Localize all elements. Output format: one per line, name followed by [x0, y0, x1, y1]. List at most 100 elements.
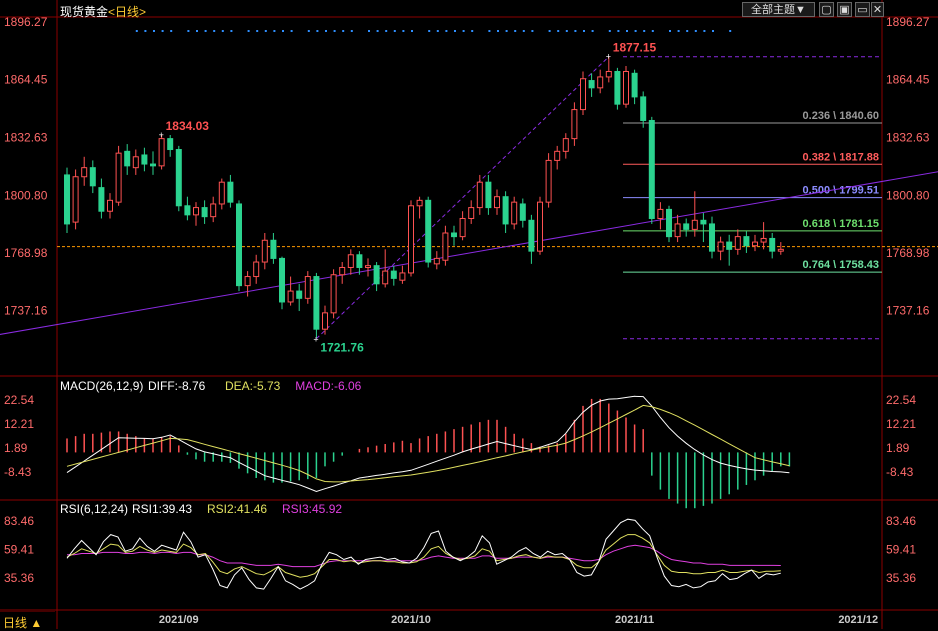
symbol-name: 现货黄金: [60, 5, 109, 19]
macd-dea-line: [66, 404, 790, 483]
period-toggle[interactable]: 日线 ▲: [3, 616, 43, 630]
signal-dot: [651, 30, 654, 32]
signal-dot: [282, 30, 284, 32]
candle-body: [227, 181, 234, 203]
candle-body: [175, 149, 182, 207]
y-tick-label-right: 1864.45: [886, 73, 930, 87]
candle-body: [115, 152, 122, 203]
candle-body: [537, 201, 543, 252]
rsi-y-tick-left: 59.41: [4, 543, 34, 557]
signal-dot: [393, 30, 396, 32]
candle-body: [425, 199, 432, 263]
signal-dot: [290, 30, 293, 32]
maximize-icon[interactable]: ▭: [855, 2, 870, 17]
rsi3-line: [67, 544, 781, 568]
candle-body: [365, 265, 371, 268]
candle-body: [597, 76, 604, 89]
macd-y-tick-right: 1.89: [886, 441, 910, 455]
y-tick-label-right: 1768.98: [886, 246, 930, 260]
fib-level-label: 0.764 \ 1758.43: [803, 259, 879, 271]
signal-dot: [333, 30, 336, 32]
candle-body: [674, 223, 681, 238]
y-tick-label-right: 1800.80: [886, 188, 930, 202]
candle-body: [683, 223, 690, 230]
price-annotation: 1721.76: [320, 341, 364, 355]
signal-dot: [557, 30, 560, 32]
signal-dot: [428, 30, 431, 32]
signal-dot: [368, 30, 370, 32]
close-icon[interactable]: ✕: [871, 2, 884, 17]
period-selector[interactable]: <日线>: [108, 5, 147, 19]
candle-body: [347, 254, 354, 268]
candle-body: [580, 78, 586, 111]
signal-dot: [643, 30, 646, 32]
extreme-marker: +: [159, 130, 164, 140]
candle-body: [485, 181, 492, 209]
signal-dot: [454, 30, 456, 32]
y-tick-label-left: 1737.16: [4, 304, 48, 318]
candle-body: [408, 205, 414, 274]
candle-body: [141, 154, 148, 165]
fib-level-label: 0.500 \ 1799.51: [803, 185, 879, 197]
candle-body: [666, 208, 672, 238]
signal-dot: [325, 30, 327, 32]
x-tick-label: 2021/12: [838, 614, 878, 626]
y-tick-label-right: 1896.27: [886, 15, 930, 29]
signal-dot: [514, 30, 517, 32]
theme-dropdown[interactable]: 全部主题▼: [742, 2, 815, 17]
signal-dot: [712, 30, 714, 32]
candle-body: [623, 70, 629, 105]
candle-body: [442, 232, 449, 261]
candle-body: [777, 248, 784, 252]
signal-dot: [505, 30, 508, 32]
candle-body: [743, 236, 750, 247]
signal-dot: [350, 30, 353, 32]
y-tick-label-left: 1864.45: [4, 73, 48, 87]
candle-body: [304, 276, 311, 299]
candle-body: [322, 312, 328, 330]
rsi-y-tick-left: 83.46: [4, 514, 34, 528]
signal-dot: [307, 30, 310, 32]
restore-icon[interactable]: ▣: [837, 2, 852, 17]
signal-dot: [342, 30, 345, 32]
signal-dot: [574, 30, 577, 32]
signal-dot: [316, 30, 319, 32]
price-annotation: 1834.03: [166, 119, 210, 133]
x-tick-label: 2021/10: [391, 614, 431, 626]
window-icon[interactable]: ▢: [819, 2, 834, 17]
bottom-left-panel: 日线 ▲: [0, 611, 55, 630]
macd-y-tick-left: 1.89: [4, 441, 28, 455]
candle-body: [390, 270, 397, 279]
x-tick-label: 2021/11: [615, 614, 654, 626]
signal-dot: [204, 30, 207, 32]
rsi-y-tick-right: 83.46: [886, 514, 916, 528]
trendline: [316, 56, 610, 340]
candle-body: [468, 207, 475, 219]
signal-dot: [729, 30, 732, 32]
signal-dot: [256, 30, 259, 32]
candle-body: [89, 167, 96, 187]
signal-dot: [445, 30, 448, 32]
rsi1-line: [66, 518, 781, 590]
candle-body: [459, 217, 466, 238]
candle-body: [554, 150, 561, 161]
candle-body: [734, 236, 741, 250]
candle-body: [296, 290, 303, 299]
candle-body: [98, 187, 105, 212]
signal-dot: [144, 30, 147, 32]
candle-body: [107, 199, 113, 212]
macd-legend-entry: DIFF:-8.76: [148, 379, 206, 393]
y-tick-label-left: 1768.98: [4, 246, 48, 260]
candle-body: [494, 196, 500, 209]
signal-dot: [411, 30, 413, 32]
candle-body: [399, 272, 406, 281]
price-annotation: 1877.15: [613, 41, 657, 55]
signal-dot: [488, 30, 491, 32]
candle-body: [244, 276, 251, 287]
macd-title: MACD(26,12,9): [60, 379, 143, 393]
signal-dot: [703, 30, 706, 32]
trendline: [0, 171, 938, 335]
candle-body: [193, 207, 199, 216]
candle-body: [614, 70, 621, 105]
candle-body: [631, 72, 638, 98]
